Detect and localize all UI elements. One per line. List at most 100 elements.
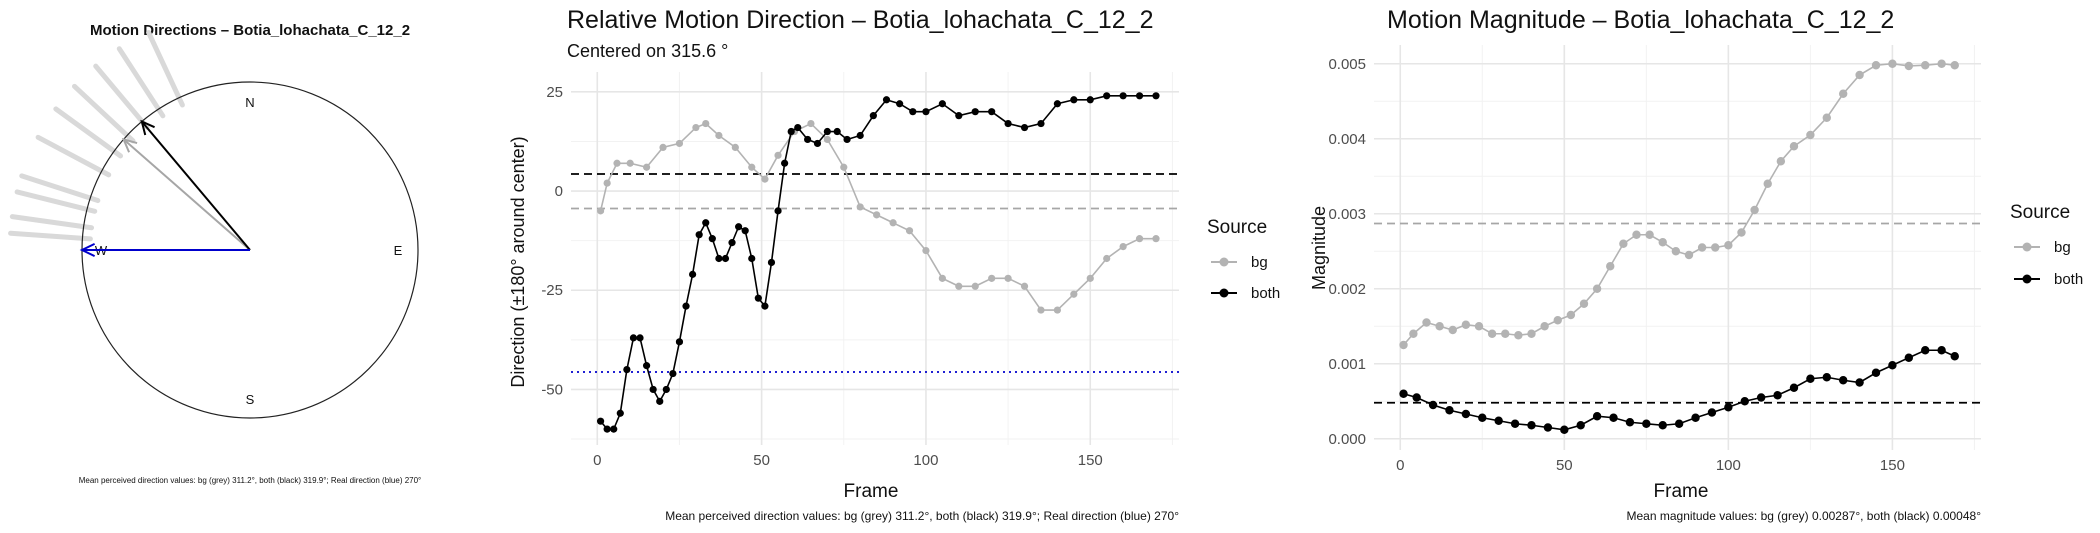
series-point-both — [616, 409, 624, 417]
series-point-both — [1086, 96, 1094, 104]
compass-spokes — [8, 29, 185, 242]
series-point-bg — [731, 143, 739, 151]
y-tick-label: -50 — [541, 381, 563, 398]
series-point-bg — [1619, 239, 1628, 248]
series-point-both — [1789, 383, 1799, 392]
series-point-bg — [1409, 329, 1418, 338]
series-point-both — [1103, 92, 1111, 100]
x-tick-label: 50 — [753, 452, 770, 469]
series-point-both — [909, 108, 917, 116]
series-point-bg — [1763, 179, 1772, 188]
y-tick-label: 0.001 — [1328, 356, 1366, 373]
y-tick-label: 0.000 — [1328, 431, 1366, 448]
series-point-both — [1004, 119, 1012, 128]
series-point-bg — [603, 179, 611, 187]
series-point-both — [708, 235, 716, 243]
series-point-bg — [1399, 340, 1408, 350]
series-point-bg — [774, 151, 782, 159]
x-tick-label: 150 — [1078, 452, 1103, 469]
series-point-both — [1838, 376, 1848, 385]
series-point-both — [1871, 368, 1881, 377]
series-point-bg — [692, 123, 700, 132]
series-point-bg — [596, 207, 605, 215]
series-point-both — [649, 385, 657, 394]
y-tick-label: 0 — [555, 183, 563, 200]
series-point-both — [636, 334, 644, 342]
series-point-both — [922, 108, 930, 116]
series-point-bg — [1592, 284, 1602, 293]
series-point-bg — [1553, 316, 1562, 325]
series-point-bg — [807, 119, 815, 128]
series-point-bg — [1658, 238, 1667, 247]
series-point-bg — [642, 163, 651, 171]
series-point-both — [1037, 119, 1045, 128]
series-point-both — [1461, 409, 1471, 419]
series-point-bg — [1632, 230, 1641, 239]
series-point-both — [1740, 397, 1749, 406]
magnitude-legend-both: both — [2054, 271, 2083, 288]
series-point-bg — [1684, 250, 1694, 260]
series-point-bg — [1921, 61, 1930, 70]
series-point-both — [823, 127, 831, 136]
series-point-both — [767, 258, 776, 267]
series-point-bg — [675, 139, 684, 148]
series-point-both — [1658, 421, 1667, 430]
series-point-bg — [1822, 113, 1831, 122]
legend-both-point — [2022, 274, 2032, 284]
series-point-bg — [1855, 70, 1864, 80]
series-point-bg — [1514, 331, 1523, 340]
x-tick-label: 100 — [1716, 457, 1741, 474]
series-point-bg — [1950, 61, 1959, 70]
series-point-bg — [1448, 325, 1457, 335]
series-point-bg — [889, 219, 897, 227]
y-tick-label: 25 — [546, 84, 563, 101]
magnitude-legend-bg: bg — [2054, 239, 2071, 256]
series-point-bg — [1937, 59, 1946, 68]
series-point-bg — [1540, 322, 1549, 331]
compass-label-n: N — [245, 95, 254, 110]
magnitude-legend-title: Source — [2010, 202, 2070, 223]
series-point-both — [603, 425, 611, 433]
series-point-bg — [659, 143, 667, 151]
magnitude-y-ticks: 0.000 0.001 0.002 0.003 0.004 0.005 — [1328, 56, 1366, 448]
x-tick-label: 50 — [1556, 457, 1573, 474]
direction-legend-title: Source — [1207, 217, 1267, 238]
series-point-both — [1445, 406, 1454, 415]
series-point-bg — [1135, 235, 1144, 243]
direction-title: Relative Motion Direction – Botia_lohach… — [567, 6, 1153, 34]
series-point-both — [702, 219, 710, 227]
series-point-bg — [1566, 310, 1576, 320]
compass-arrowhead-real — [79, 243, 96, 257]
series-point-both — [610, 425, 618, 433]
direction-x-ticks: 0 50 100 150 — [593, 452, 1103, 469]
series-point-both — [656, 397, 664, 405]
series-point-bg — [988, 274, 996, 282]
series-point-bg — [1037, 306, 1045, 314]
series-point-bg — [938, 274, 946, 282]
series-point-bg — [1086, 274, 1094, 282]
series-point-both — [833, 127, 841, 136]
series-point-bg — [905, 227, 914, 235]
series-point-bg — [1711, 243, 1720, 252]
series-point-both — [1691, 413, 1700, 422]
series-point-both — [1020, 123, 1029, 132]
compass-spoke — [35, 134, 112, 178]
series-point-both — [955, 112, 963, 120]
compass-arrows — [79, 119, 251, 257]
compass-spoke — [93, 63, 150, 130]
series-point-both — [1806, 374, 1815, 383]
series-point-both — [1510, 419, 1520, 428]
series-point-both — [1399, 389, 1408, 398]
series-point-bg — [922, 246, 930, 255]
series-point-both — [882, 96, 891, 104]
series-point-bg — [1606, 262, 1615, 271]
series-point-both — [1724, 403, 1733, 412]
series-point-both — [938, 100, 946, 108]
series-point-both — [1855, 378, 1864, 387]
series-point-bg — [1645, 230, 1654, 239]
magnitude-series — [1399, 59, 1959, 434]
series-point-bg — [1487, 329, 1497, 338]
series-point-bg — [823, 135, 831, 144]
series-point-both — [669, 369, 677, 378]
series-point-both — [1135, 92, 1144, 100]
